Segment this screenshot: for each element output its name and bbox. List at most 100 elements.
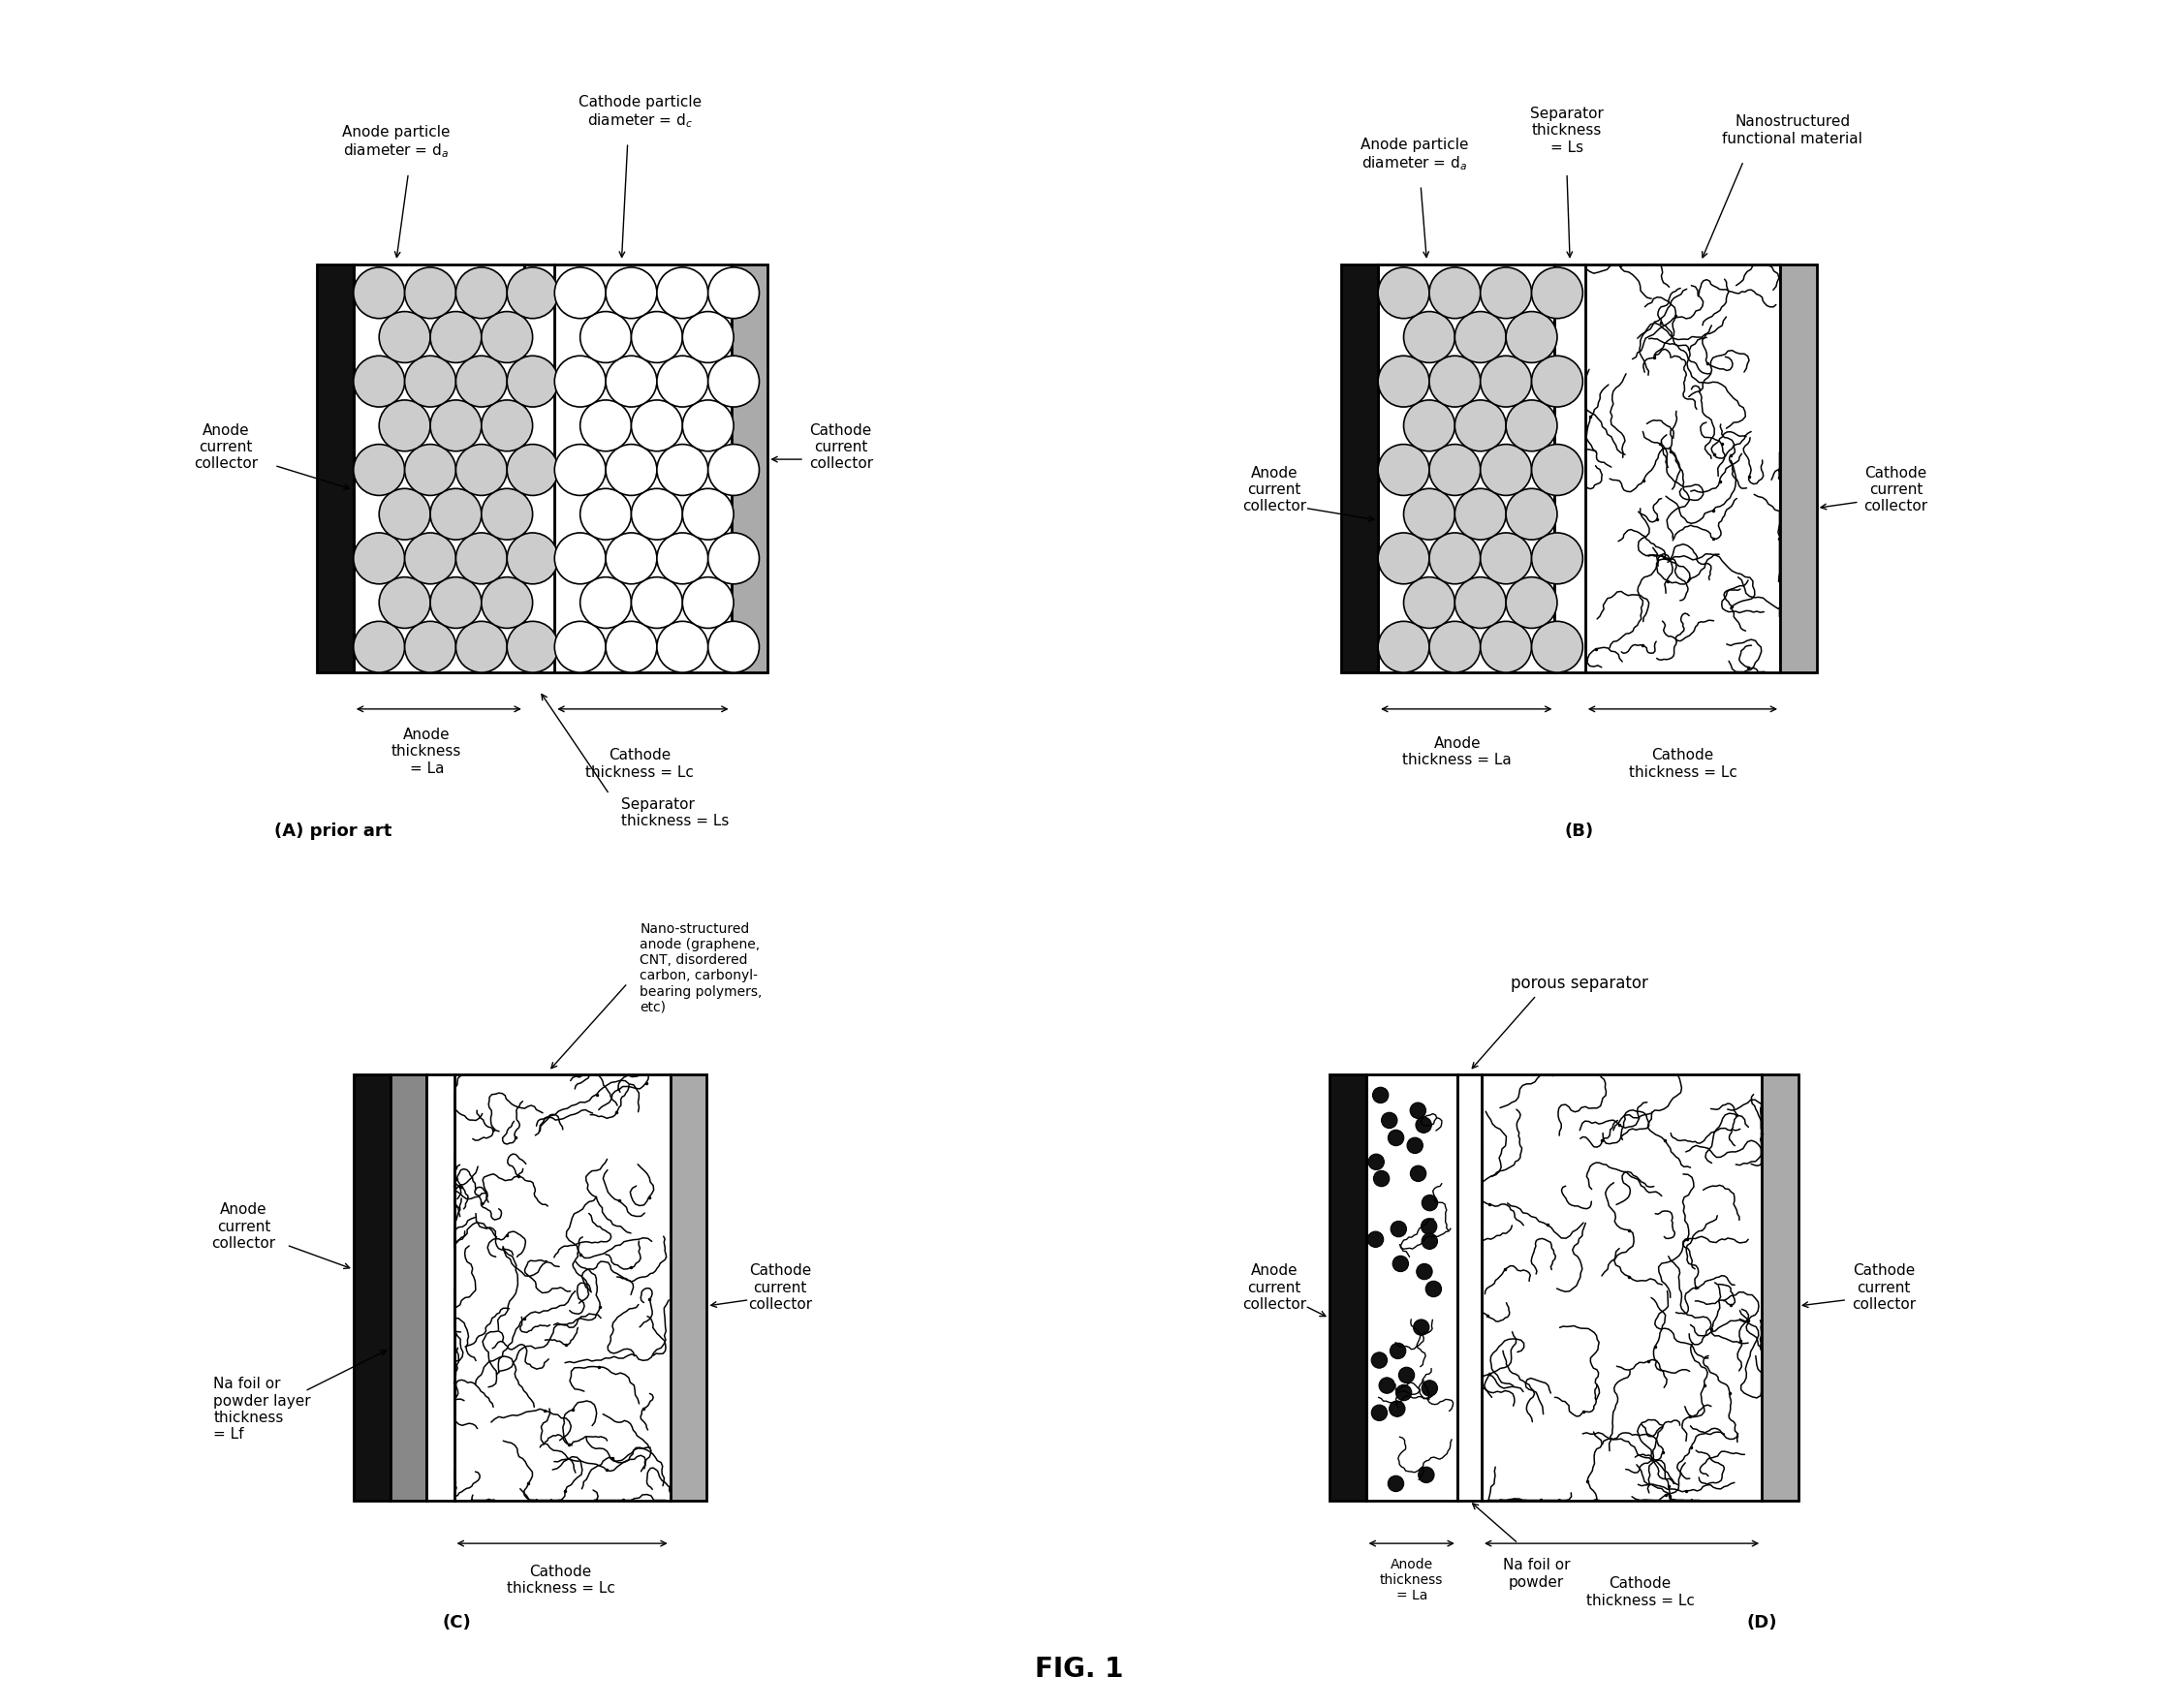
Circle shape: [682, 488, 734, 540]
Bar: [555, 265, 732, 673]
Bar: [453, 1074, 671, 1501]
Circle shape: [1454, 577, 1506, 629]
Circle shape: [581, 488, 632, 540]
Circle shape: [1398, 1366, 1413, 1383]
Text: Anode particle
diameter = d$_a$: Anode particle diameter = d$_a$: [343, 125, 451, 161]
Circle shape: [380, 577, 429, 629]
Circle shape: [481, 400, 533, 451]
Circle shape: [555, 266, 606, 318]
Bar: [1483, 1074, 1761, 1501]
Circle shape: [1403, 400, 1454, 451]
Circle shape: [1379, 444, 1429, 495]
Circle shape: [507, 622, 559, 673]
Circle shape: [1429, 355, 1480, 407]
Circle shape: [708, 355, 760, 407]
Text: Na foil or
powder: Na foil or powder: [1502, 1558, 1571, 1590]
Circle shape: [1379, 266, 1429, 318]
Circle shape: [682, 400, 734, 451]
Bar: [317, 265, 354, 673]
Circle shape: [429, 311, 481, 362]
Circle shape: [507, 444, 559, 495]
Bar: [1586, 265, 1780, 673]
Text: (D): (D): [1746, 1614, 1776, 1631]
Circle shape: [1368, 1155, 1383, 1170]
Circle shape: [632, 311, 682, 362]
Circle shape: [380, 488, 429, 540]
Circle shape: [1532, 622, 1582, 673]
Circle shape: [1506, 311, 1558, 362]
Text: Anode
current
collector: Anode current collector: [211, 1202, 276, 1250]
Text: Cathode
current
collector: Cathode current collector: [809, 424, 872, 471]
Circle shape: [1379, 533, 1429, 584]
Text: Anode
current
collector: Anode current collector: [1243, 1264, 1306, 1312]
Circle shape: [1532, 444, 1582, 495]
Bar: [1761, 1074, 1798, 1501]
Circle shape: [380, 311, 429, 362]
Circle shape: [1429, 622, 1480, 673]
Circle shape: [354, 533, 406, 584]
Bar: [354, 1074, 391, 1501]
Circle shape: [1480, 444, 1532, 495]
Circle shape: [1396, 1385, 1411, 1401]
Text: Cathode
thickness = Lc: Cathode thickness = Lc: [585, 748, 695, 779]
Circle shape: [682, 311, 734, 362]
Circle shape: [656, 444, 708, 495]
Circle shape: [1388, 1476, 1403, 1491]
Text: Cathode
current
collector: Cathode current collector: [1865, 466, 1927, 514]
Bar: [732, 265, 768, 673]
Circle shape: [708, 622, 760, 673]
Circle shape: [1411, 1165, 1426, 1182]
Text: (C): (C): [442, 1614, 470, 1631]
Circle shape: [606, 355, 656, 407]
Text: Cathode particle
diameter = d$_c$: Cathode particle diameter = d$_c$: [578, 94, 701, 130]
Text: (B): (B): [1565, 822, 1595, 840]
Circle shape: [581, 577, 632, 629]
Circle shape: [507, 266, 559, 318]
Text: Nanostructured
functional material: Nanostructured functional material: [1722, 114, 1862, 147]
Circle shape: [1429, 444, 1480, 495]
Circle shape: [1422, 1233, 1437, 1249]
Bar: [391, 1074, 427, 1501]
Bar: [1554, 265, 1586, 673]
Text: Anode particle
diameter = d$_a$: Anode particle diameter = d$_a$: [1360, 137, 1470, 173]
Circle shape: [1379, 1378, 1394, 1394]
Circle shape: [555, 355, 606, 407]
Circle shape: [1454, 400, 1506, 451]
Circle shape: [581, 311, 632, 362]
Circle shape: [632, 400, 682, 451]
Circle shape: [1429, 533, 1480, 584]
Circle shape: [354, 266, 406, 318]
Text: (A) prior art: (A) prior art: [274, 822, 393, 840]
Circle shape: [429, 488, 481, 540]
Text: FIG. 1: FIG. 1: [1034, 1655, 1124, 1682]
Circle shape: [507, 355, 559, 407]
Circle shape: [708, 444, 760, 495]
Circle shape: [656, 355, 708, 407]
Text: Nano-structured
anode (graphene,
CNT, disordered
carbon, carbonyl-
bearing polym: Nano-structured anode (graphene, CNT, di…: [639, 922, 762, 1015]
Circle shape: [1403, 488, 1454, 540]
Circle shape: [406, 266, 455, 318]
Circle shape: [1379, 622, 1429, 673]
Circle shape: [555, 444, 606, 495]
Bar: [1379, 265, 1554, 673]
Text: Cathode
current
collector: Cathode current collector: [749, 1264, 811, 1312]
Circle shape: [555, 622, 606, 673]
Circle shape: [606, 444, 656, 495]
Circle shape: [354, 355, 406, 407]
Circle shape: [1480, 622, 1532, 673]
Circle shape: [1480, 355, 1532, 407]
Circle shape: [481, 577, 533, 629]
Text: Cathode
thickness = Lc: Cathode thickness = Lc: [1586, 1576, 1694, 1607]
Circle shape: [406, 355, 455, 407]
Text: porous separator: porous separator: [1511, 974, 1649, 992]
Text: Anode
thickness
= La: Anode thickness = La: [391, 728, 462, 775]
Circle shape: [1506, 577, 1558, 629]
Text: Cathode
thickness = Lc: Cathode thickness = Lc: [507, 1565, 615, 1595]
Circle shape: [481, 488, 533, 540]
Bar: [354, 265, 524, 673]
Circle shape: [1480, 533, 1532, 584]
Circle shape: [1370, 1353, 1388, 1368]
Circle shape: [406, 533, 455, 584]
Circle shape: [455, 355, 507, 407]
Text: Cathode
current
collector: Cathode current collector: [1852, 1264, 1916, 1312]
